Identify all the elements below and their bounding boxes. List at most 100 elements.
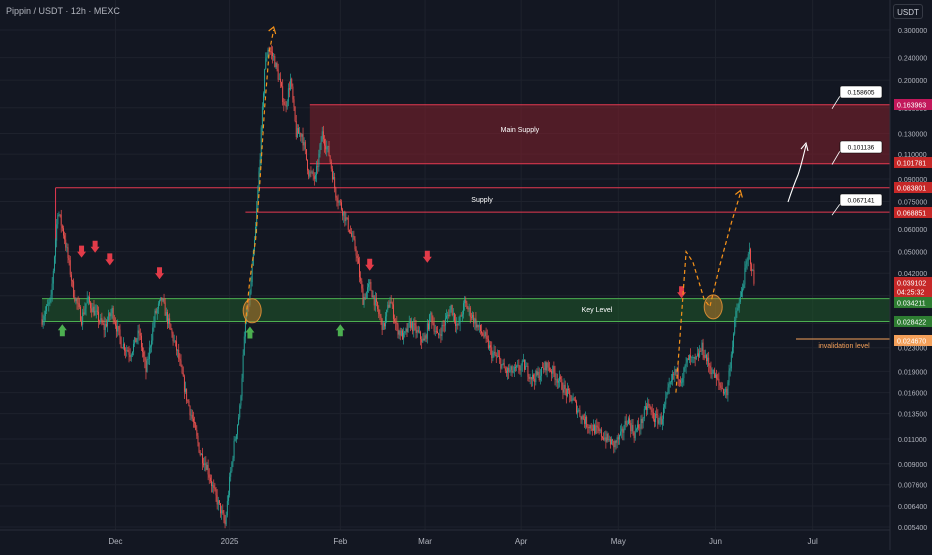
target-callout[interactable]: 0.101136 xyxy=(831,140,883,165)
candle xyxy=(52,268,54,291)
candle xyxy=(237,424,238,440)
candle xyxy=(217,496,219,511)
candle xyxy=(522,353,524,363)
candle xyxy=(452,308,454,322)
candle xyxy=(639,424,641,436)
candle xyxy=(44,306,46,321)
candle xyxy=(137,324,139,345)
candle xyxy=(711,367,713,380)
candle xyxy=(735,307,737,328)
candle xyxy=(530,376,532,387)
candle xyxy=(510,365,512,376)
candle xyxy=(220,503,221,518)
candle xyxy=(65,232,67,251)
y-tick-label: 0.300000 xyxy=(898,28,927,35)
candle xyxy=(284,99,286,106)
projection-line-future xyxy=(675,193,741,393)
candle xyxy=(409,318,411,332)
projection-arrowhead-icon xyxy=(734,189,743,198)
candle xyxy=(730,351,732,372)
candle xyxy=(608,435,610,442)
candle xyxy=(133,339,134,356)
candle xyxy=(194,416,195,428)
candle xyxy=(751,262,753,277)
candle xyxy=(487,335,489,350)
x-tick-label: Jul xyxy=(808,537,818,546)
time-axis[interactable]: Dec 2025 Feb Mar Apr May Jun Jul xyxy=(0,529,890,546)
candle xyxy=(637,420,638,433)
candle xyxy=(55,238,57,264)
candle xyxy=(104,317,106,338)
candle xyxy=(250,276,252,295)
candle xyxy=(366,283,368,299)
candle xyxy=(109,312,111,322)
candle xyxy=(285,100,287,113)
candle xyxy=(203,457,205,468)
candle xyxy=(267,47,269,58)
candle xyxy=(304,140,306,155)
candle xyxy=(228,490,229,506)
candle xyxy=(113,314,115,325)
candle xyxy=(699,345,701,358)
candle xyxy=(115,317,116,329)
candle xyxy=(613,440,615,454)
candle xyxy=(568,385,570,394)
candle xyxy=(630,420,632,438)
candle xyxy=(287,83,289,107)
candle xyxy=(629,414,631,426)
candle xyxy=(119,324,121,345)
candle xyxy=(634,424,636,441)
price-axis[interactable]: 0.3000000.2400000.2000000.1600000.130000… xyxy=(889,0,932,550)
candle xyxy=(571,395,573,404)
candle xyxy=(329,155,331,164)
candle xyxy=(451,304,453,317)
candle xyxy=(365,291,367,299)
price-label: 0.039102 xyxy=(894,277,932,288)
candle xyxy=(308,168,310,180)
candle xyxy=(376,292,377,307)
candle xyxy=(503,358,505,369)
candle xyxy=(467,306,469,312)
candle xyxy=(169,313,171,330)
candle xyxy=(658,417,660,425)
candle xyxy=(212,481,214,493)
candle xyxy=(744,261,746,289)
candle xyxy=(168,314,170,329)
candle xyxy=(215,486,217,502)
candle xyxy=(752,268,754,272)
candle xyxy=(43,310,45,326)
candle xyxy=(388,300,390,309)
candle xyxy=(687,354,689,361)
candle xyxy=(222,504,224,515)
candle xyxy=(728,364,730,386)
candle xyxy=(351,228,353,238)
annotations: 0.158605 0.101136 0.067141 xyxy=(57,25,883,393)
candle xyxy=(56,218,58,248)
target-callout[interactable]: 0.067141 xyxy=(831,193,883,216)
candle xyxy=(121,347,123,349)
currency-button[interactable]: USDT xyxy=(893,4,923,19)
candle xyxy=(179,353,181,366)
candle xyxy=(152,322,154,345)
candle xyxy=(526,362,528,367)
candle xyxy=(748,242,750,260)
candle xyxy=(272,46,273,64)
candle xyxy=(672,370,673,386)
candle xyxy=(147,352,149,365)
candle xyxy=(468,303,470,316)
candle xyxy=(379,309,381,321)
target-callout[interactable]: 0.158605 xyxy=(831,85,883,110)
candle xyxy=(95,304,97,319)
candle xyxy=(541,367,542,382)
candle xyxy=(443,320,445,333)
candle xyxy=(355,246,357,262)
candle xyxy=(108,309,110,322)
candle xyxy=(548,361,550,373)
candle xyxy=(116,320,118,338)
candle xyxy=(50,289,52,304)
candle xyxy=(89,291,90,305)
main-supply-label: Main Supply xyxy=(501,127,540,134)
sell-arrow-icon xyxy=(365,258,375,271)
